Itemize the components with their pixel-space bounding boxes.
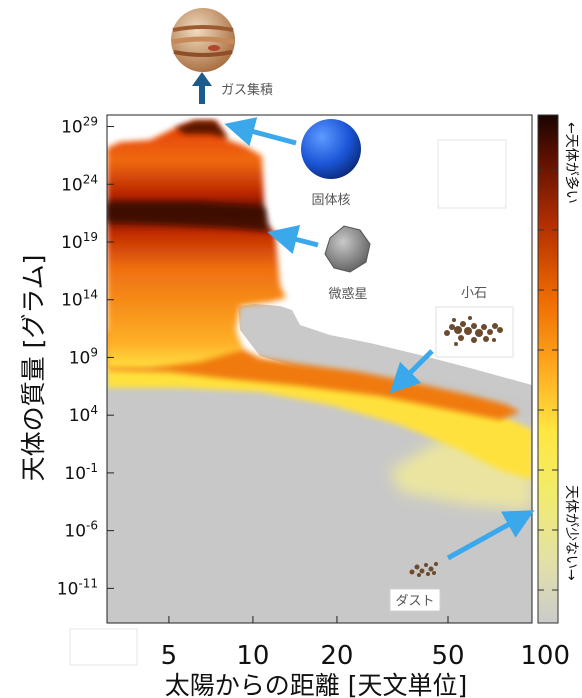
colorbar-ticks xyxy=(538,169,558,591)
image-placeholder xyxy=(69,628,138,666)
dust-icon xyxy=(409,562,438,577)
x-tick-label: 5 xyxy=(161,641,178,671)
x-axis-ticks: 5 10 20 50 100 xyxy=(161,616,570,671)
dust-label-box xyxy=(389,588,441,612)
solid-core-arrow xyxy=(224,117,297,147)
dust-arrow xyxy=(446,510,535,561)
x-tick-label: 10 xyxy=(236,641,269,671)
annotation-pebble: 小石 xyxy=(461,286,487,301)
up-arrow-icon xyxy=(192,72,212,104)
planetesimal-band xyxy=(107,202,270,232)
y-tick-label: 104 xyxy=(69,403,98,426)
planetesimal-arrow xyxy=(267,224,319,255)
pebble-icon xyxy=(444,316,503,346)
y-tick-label: 10-1 xyxy=(64,461,98,484)
annotation-planetesimal: 微惑星 xyxy=(328,286,367,302)
pebble-ridge xyxy=(107,366,532,480)
top-peak xyxy=(175,121,228,138)
y-tick-label: 10-11 xyxy=(57,576,98,599)
y-tick-label: 1024 xyxy=(61,172,98,195)
y-tick-label: 1029 xyxy=(61,115,98,138)
neptune-icon xyxy=(301,119,361,179)
y-tick-label: 109 xyxy=(69,345,98,368)
solid-core-region xyxy=(107,121,286,368)
colorbar-top-label: ←天体が多い xyxy=(563,122,580,204)
annotation-arrows xyxy=(224,117,535,561)
annotation-solid-core: 固体核 xyxy=(311,193,350,208)
y-axis-label: 天体の質量 [グラム] xyxy=(19,255,48,482)
x-tick-label: 100 xyxy=(520,641,570,671)
colorbar-bottom-label: 天体が少ない→ xyxy=(563,485,579,581)
y-axis-ticks: 1029 1024 1019 1014 109 104 10-1 10-6 10-11 xyxy=(57,115,114,599)
y-tick-label: 1014 xyxy=(61,288,98,311)
y-tick-label: 10-6 xyxy=(64,519,98,542)
annotation-gas-accretion: ガス集積 xyxy=(221,82,273,98)
image-placeholder xyxy=(437,139,507,209)
pebble-arrow xyxy=(389,349,434,394)
asteroid-icon xyxy=(324,225,371,273)
x-axis-label: 太陽からの距離 [天文単位] xyxy=(165,671,467,698)
x-tick-label: 20 xyxy=(320,641,353,671)
gray-mid-region xyxy=(238,304,532,400)
annotation-dust: ダスト xyxy=(395,594,434,609)
x-tick-label: 50 xyxy=(431,641,464,671)
colorbar xyxy=(537,114,559,624)
jupiter-icon xyxy=(171,8,235,72)
plot-frame xyxy=(106,114,533,624)
y-tick-label: 1019 xyxy=(61,230,98,253)
